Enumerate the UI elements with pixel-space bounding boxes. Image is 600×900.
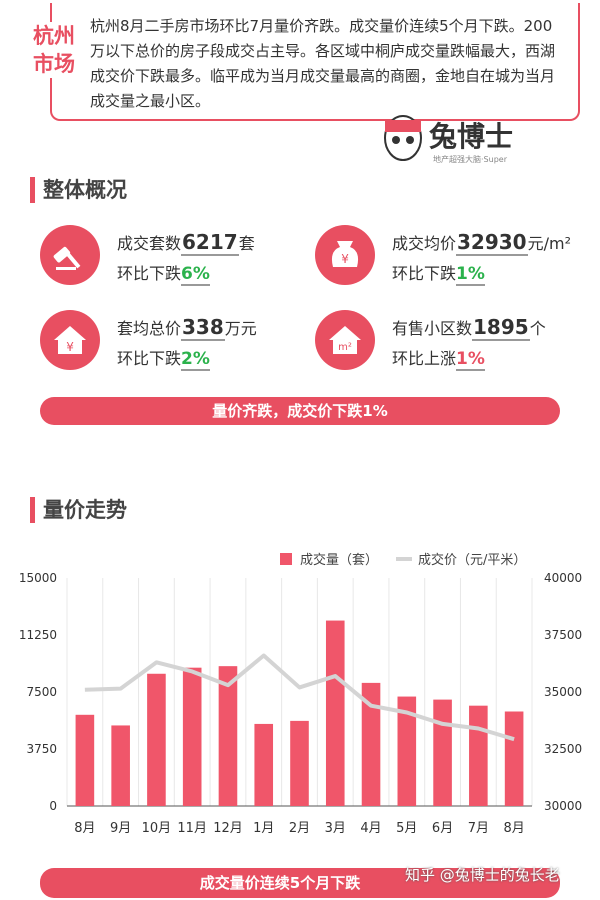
y-tick-label: 11250 — [19, 628, 57, 642]
stat-line: 成交套数6217套 — [117, 230, 255, 256]
change-value: 6% — [181, 264, 210, 286]
svg-text:¥: ¥ — [66, 340, 74, 354]
bar — [433, 699, 452, 806]
change-label: 环比下跌 — [117, 264, 182, 283]
stat-value: 1895 — [472, 315, 530, 341]
line — [84, 653, 515, 742]
section-heading: 量价走势 — [30, 497, 127, 523]
x-tick-label: 8月 — [503, 821, 524, 836]
x-tick-label: 12月 — [213, 821, 243, 836]
stat-label: 套均总价 — [117, 319, 182, 338]
change-value: 1% — [456, 349, 485, 371]
change-label: 环比下跌 — [392, 264, 457, 283]
y2-tick-label: 35000 — [544, 685, 582, 699]
legend-label: 成交价（元/平米） — [418, 552, 526, 568]
change-value: 2% — [181, 349, 210, 371]
bar — [325, 620, 345, 806]
y-tick-label: 15000 — [19, 571, 57, 585]
banner: 量价齐跌，成交价下跌1% — [40, 397, 560, 425]
x-tick-label: 8月 — [74, 821, 95, 836]
x-tick-label: 1月 — [253, 821, 274, 836]
stat-value: 32930 — [456, 230, 528, 256]
stat-value: 6217 — [181, 230, 239, 256]
x-tick-label: 9月 — [110, 821, 131, 836]
stat-line: 有售小区数1895个 — [392, 315, 546, 341]
stat-line: 环比下跌1% — [392, 260, 485, 286]
stat-line: 环比下跌2% — [117, 345, 210, 371]
bar — [397, 696, 417, 806]
change-label: 环比上涨 — [392, 349, 457, 368]
x-tick-label: 5月 — [396, 821, 417, 836]
bar — [290, 720, 309, 806]
legend-label: 成交量（套） — [300, 552, 378, 568]
stat-line: 环比下跌6% — [117, 260, 210, 286]
y-tick-label: 0 — [49, 799, 57, 813]
x-tick-label: 3月 — [325, 821, 346, 836]
x-tick-label: 11月 — [177, 821, 207, 836]
logo: 兔博士 地产超强大脑·Super — [384, 115, 513, 164]
x-tick-label: 4月 — [360, 821, 381, 836]
stat-label: 成交套数 — [117, 234, 182, 253]
stat-label: 有售小区数 — [392, 319, 473, 338]
y-tick-label: 7500 — [26, 685, 57, 699]
bar — [361, 682, 381, 806]
bar — [504, 711, 524, 806]
stat-unit: 万元 — [224, 319, 257, 338]
section-heading: 整体概况 — [30, 177, 127, 203]
svg-text:¥: ¥ — [341, 252, 349, 266]
stat-unit: 个 — [529, 319, 546, 338]
banner: 成交量价连续5个月下跌 — [40, 868, 560, 898]
chart: 0 3750 7500 11250 15000 30000 32500 35000 37500 4… — [19, 552, 582, 836]
stat-line: 成交均价32930元/m² — [392, 230, 572, 256]
stat-unit: 套 — [238, 234, 255, 253]
bar — [182, 667, 202, 806]
stat-line: 环比上涨1% — [392, 345, 485, 371]
city-label: 杭州市场 — [28, 22, 80, 78]
y2-tick-label: 40000 — [544, 571, 582, 585]
watermark: 知乎 @兔博士的兔长老 — [405, 866, 560, 884]
legend-swatch — [280, 553, 292, 565]
bar — [469, 705, 488, 806]
summary-text: 杭州8月二手房市场环比7月量价齐跌。成交量价连续5个月下跌。200万以下总价的房… — [90, 17, 556, 110]
logo-tagline: 地产超强大脑·Super — [433, 154, 508, 164]
stat-unit: 元/m² — [527, 234, 572, 253]
y2-tick-label: 30000 — [544, 799, 582, 813]
bar — [218, 666, 238, 806]
svg-text:m²: m² — [338, 342, 352, 353]
x-tick-label: 6月 — [432, 821, 453, 836]
y-tick-label: 3750 — [26, 742, 57, 756]
x-tick-label: 2月 — [289, 821, 310, 836]
stat-icon: m² — [315, 310, 375, 370]
x-tick-label: 7月 — [468, 821, 489, 836]
bar — [254, 723, 274, 806]
change-label: 环比下跌 — [117, 349, 182, 368]
stat-icon: ¥ — [315, 225, 375, 285]
change-value: 1% — [456, 264, 485, 286]
stat-icon: ¥ — [40, 310, 100, 370]
bar — [111, 725, 130, 806]
stat-label: 成交均价 — [392, 234, 457, 253]
stat-line: 套均总价338万元 — [117, 315, 257, 341]
logo-name: 兔博士 — [429, 120, 513, 153]
y2-tick-label: 37500 — [544, 628, 582, 642]
y2-tick-label: 32500 — [544, 742, 582, 756]
stat-value: 338 — [181, 315, 225, 341]
x-tick-label: 10月 — [142, 821, 172, 836]
bar — [75, 714, 95, 806]
bar — [147, 673, 166, 806]
stat-icon — [40, 225, 100, 285]
